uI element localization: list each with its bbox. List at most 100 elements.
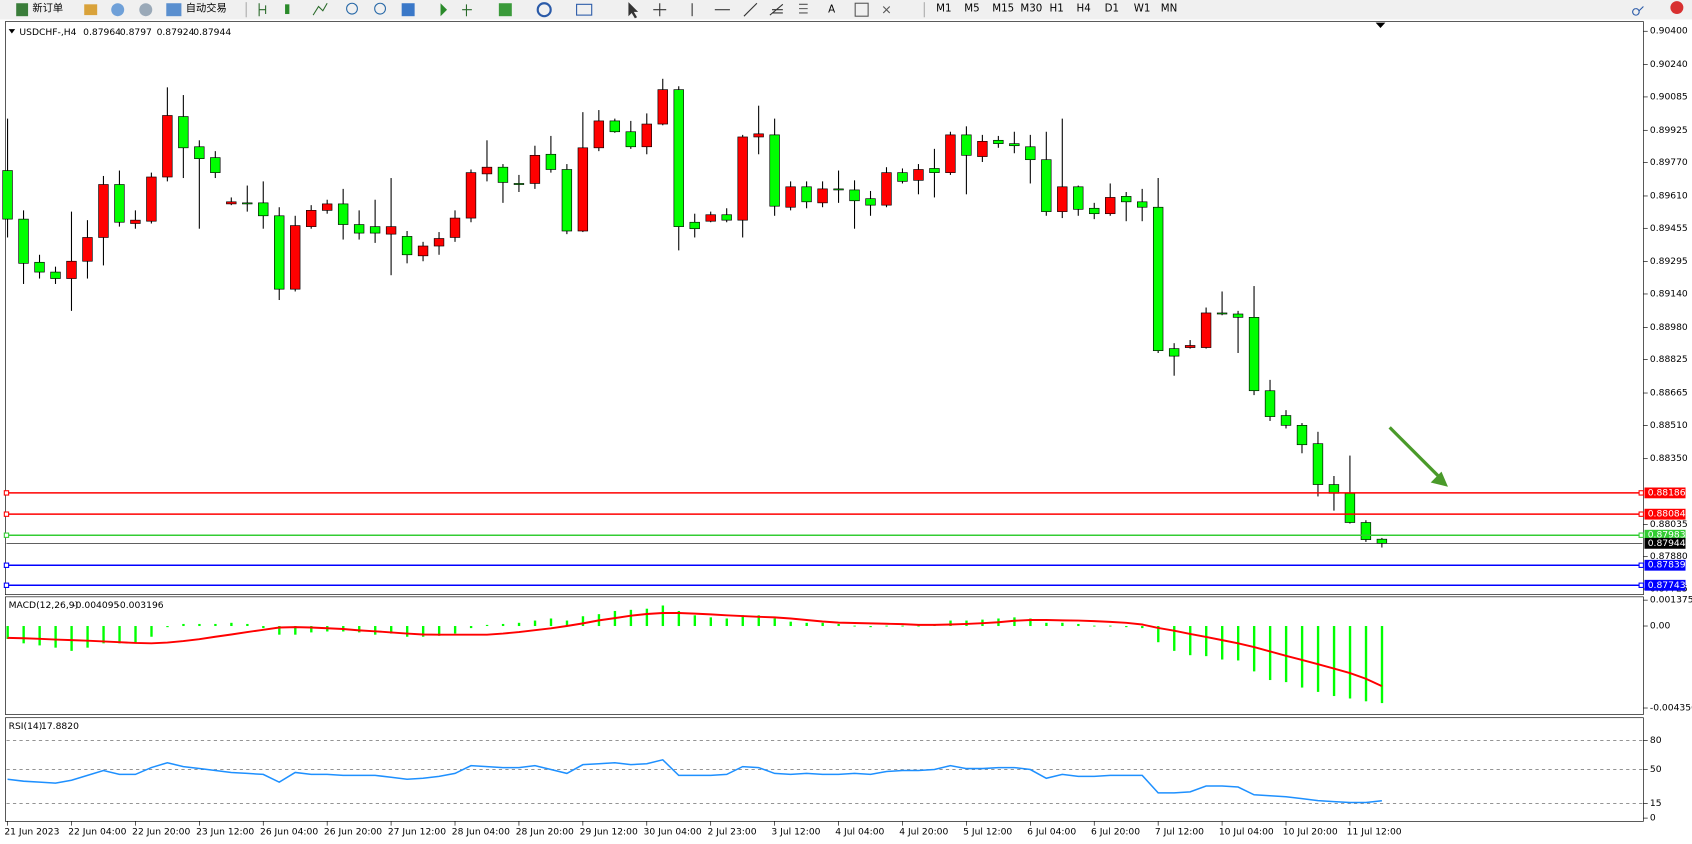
macd-histogram-bar bbox=[102, 626, 105, 644]
current-price-label: 0.87944 bbox=[1648, 538, 1686, 549]
macd-histogram-bar bbox=[645, 608, 649, 627]
timeframe-button[interactable]: W1 bbox=[1134, 3, 1151, 15]
price-level-handle bbox=[1638, 490, 1644, 496]
x-tick-label: 26 Jun 04:00 bbox=[260, 827, 318, 838]
indicators[interactable] bbox=[498, 3, 512, 17]
zoom-out[interactable] bbox=[374, 2, 387, 15]
candle-tool[interactable] bbox=[285, 4, 290, 15]
macd-histogram-bar bbox=[437, 626, 441, 636]
symbol-label: USDCHF-,H4 bbox=[19, 27, 76, 38]
price-level-handle bbox=[3, 532, 10, 538]
tile-windows[interactable] bbox=[401, 3, 415, 17]
timeframe-button[interactable]: D1 bbox=[1105, 3, 1119, 15]
main-panel-frame bbox=[5, 21, 1644, 596]
candle-body bbox=[1152, 206, 1164, 352]
timeframe-button[interactable]: MN bbox=[1161, 3, 1178, 15]
candle-body bbox=[417, 245, 429, 257]
price-level-label: 0.88186 bbox=[1648, 487, 1686, 498]
x-tick-label: 29 Jun 12:00 bbox=[580, 827, 638, 838]
macd-histogram-bar bbox=[549, 618, 553, 627]
new-order-icon[interactable] bbox=[16, 3, 29, 17]
bar-chart-tool[interactable] bbox=[258, 3, 267, 17]
candle-body bbox=[753, 133, 764, 138]
candle-body bbox=[401, 236, 413, 256]
cursor-tool[interactable] bbox=[628, 2, 639, 19]
fibo-tool[interactable] bbox=[799, 3, 808, 14]
price-level-label: 0.87743 bbox=[1648, 580, 1686, 591]
macd-title: MACD(12,26,9) bbox=[9, 600, 79, 611]
candle-body bbox=[641, 123, 652, 148]
toolbar-icon[interactable] bbox=[111, 3, 125, 17]
y-tick-label: 0.89140 bbox=[1650, 288, 1688, 299]
candle-body bbox=[258, 202, 269, 217]
candle-body bbox=[705, 214, 716, 222]
search[interactable] bbox=[1632, 6, 1644, 16]
trendline-tool[interactable] bbox=[743, 2, 758, 17]
macd-histogram-bar bbox=[1300, 626, 1304, 688]
arrows-tool[interactable] bbox=[882, 6, 891, 14]
candle-body bbox=[1009, 143, 1020, 147]
timeframe-button[interactable]: M5 bbox=[964, 3, 979, 15]
y-tick-label: 0.89925 bbox=[1650, 125, 1688, 136]
timeframe-button[interactable]: M30 bbox=[1020, 3, 1042, 15]
label-tool[interactable] bbox=[854, 2, 869, 17]
macd-histogram-bar bbox=[182, 623, 185, 627]
text-tool[interactable]: A bbox=[828, 4, 835, 16]
timeframe-button[interactable]: M15 bbox=[992, 3, 1014, 15]
auto-trading-icon[interactable] bbox=[166, 3, 182, 17]
templates[interactable] bbox=[576, 3, 593, 16]
line-chart-tool[interactable] bbox=[312, 2, 328, 16]
macd-histogram-bar bbox=[725, 618, 728, 627]
macd-histogram-bar bbox=[949, 620, 952, 627]
candle-body bbox=[545, 153, 557, 170]
macd-histogram-bar bbox=[453, 626, 457, 634]
candle-body bbox=[929, 168, 940, 173]
candle-body bbox=[801, 186, 812, 203]
candle-body bbox=[561, 169, 573, 232]
candle-body bbox=[977, 141, 988, 157]
macd-histogram-bar bbox=[1125, 626, 1128, 628]
macd-y-tick-label: 0.00 bbox=[1650, 621, 1671, 632]
toolbar-icon[interactable] bbox=[84, 4, 98, 16]
candle-body bbox=[82, 237, 93, 262]
candle-body bbox=[290, 225, 301, 290]
y-tick-label: 0.88350 bbox=[1650, 453, 1688, 464]
candle-body bbox=[497, 166, 509, 183]
timeframe-button[interactable]: H4 bbox=[1077, 3, 1091, 15]
chart-shift[interactable] bbox=[462, 4, 472, 17]
macd-histogram-bar bbox=[1077, 623, 1080, 627]
x-tick-label: 22 Jun 20:00 bbox=[132, 827, 190, 838]
notification-badge[interactable] bbox=[1670, 1, 1684, 15]
macd-histogram-bar bbox=[1029, 618, 1032, 627]
candle-body bbox=[449, 217, 461, 238]
periods[interactable] bbox=[536, 2, 552, 18]
timeframe-button[interactable]: H1 bbox=[1050, 3, 1064, 15]
macd-histogram-bar bbox=[901, 625, 904, 627]
symbol-menu[interactable] bbox=[8, 29, 16, 34]
macd-histogram-bar bbox=[262, 626, 265, 629]
macd-histogram-bar bbox=[821, 622, 824, 627]
annotation-arrow bbox=[1388, 426, 1443, 481]
toolbar-icon[interactable] bbox=[139, 3, 153, 17]
macd-histogram-bar bbox=[198, 623, 201, 627]
x-tick-label: 6 Jul 04:00 bbox=[1027, 827, 1076, 838]
auto-trading-button[interactable]: 自动交易 bbox=[186, 2, 227, 15]
candle-body bbox=[1264, 390, 1276, 417]
price-level-label-bg bbox=[1644, 529, 1686, 541]
x-tick-label: 28 Jun 04:00 bbox=[452, 827, 510, 838]
zoom-in[interactable] bbox=[346, 2, 358, 15]
macd-histogram-bar bbox=[485, 624, 489, 627]
price-level-label-bg bbox=[1644, 508, 1686, 520]
ohlc-open: 0.87964 bbox=[83, 27, 121, 38]
crosshair-tool[interactable] bbox=[653, 3, 667, 17]
channel-tool[interactable] bbox=[769, 3, 784, 16]
candle-body bbox=[1121, 196, 1132, 203]
timeframe-button[interactable]: M1 bbox=[936, 3, 951, 15]
candle-body bbox=[1312, 443, 1324, 485]
new-order-button[interactable]: 新订单 bbox=[32, 2, 63, 15]
macd-hist-last: -0.004095 bbox=[72, 600, 119, 611]
candle-body bbox=[130, 219, 141, 224]
autoscroll[interactable] bbox=[440, 3, 448, 17]
